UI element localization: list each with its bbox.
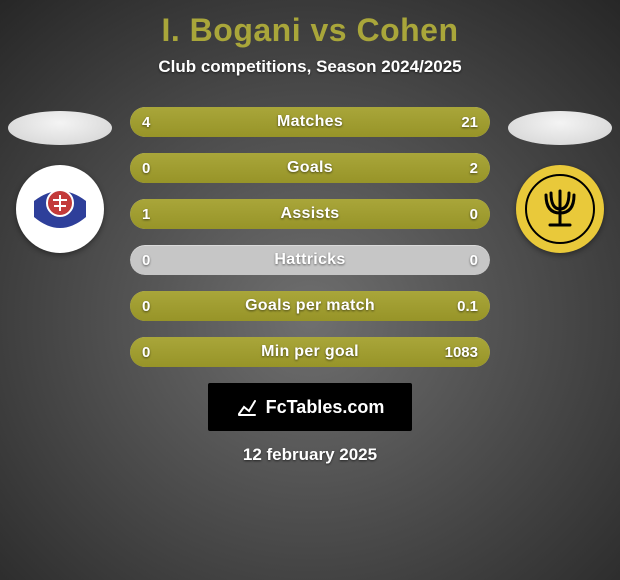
club-badge-left	[16, 165, 104, 253]
pedestal-right	[508, 111, 612, 145]
fctables-logo-icon	[236, 396, 258, 418]
stat-label: Min per goal	[130, 337, 490, 367]
stat-label: Goals	[130, 153, 490, 183]
club-crest-left-icon	[24, 173, 96, 245]
club-crest-right-icon	[524, 173, 596, 245]
branding-text: FcTables.com	[266, 397, 385, 418]
stat-row: 00.1Goals per match	[130, 291, 490, 321]
date-text: 12 february 2025	[0, 445, 620, 465]
stat-row: 10Assists	[130, 199, 490, 229]
stat-bars: 421Matches 02Goals 10Assists 00Hattricks 00.…	[130, 107, 490, 367]
branding-badge: FcTables.com	[208, 383, 412, 431]
stat-label: Matches	[130, 107, 490, 137]
comparison-arena: 421Matches 02Goals 10Assists 00Hattricks 00.…	[0, 107, 620, 367]
page-title: I. Bogani vs Cohen	[0, 0, 620, 49]
stat-row: 421Matches	[130, 107, 490, 137]
stat-label: Assists	[130, 199, 490, 229]
stat-row: 02Goals	[130, 153, 490, 183]
stat-row: 01083Min per goal	[130, 337, 490, 367]
pedestal-left	[8, 111, 112, 145]
subtitle: Club competitions, Season 2024/2025	[0, 57, 620, 77]
stat-label: Goals per match	[130, 291, 490, 321]
stat-label: Hattricks	[130, 245, 490, 275]
stat-row: 00Hattricks	[130, 245, 490, 275]
club-badge-right	[516, 165, 604, 253]
